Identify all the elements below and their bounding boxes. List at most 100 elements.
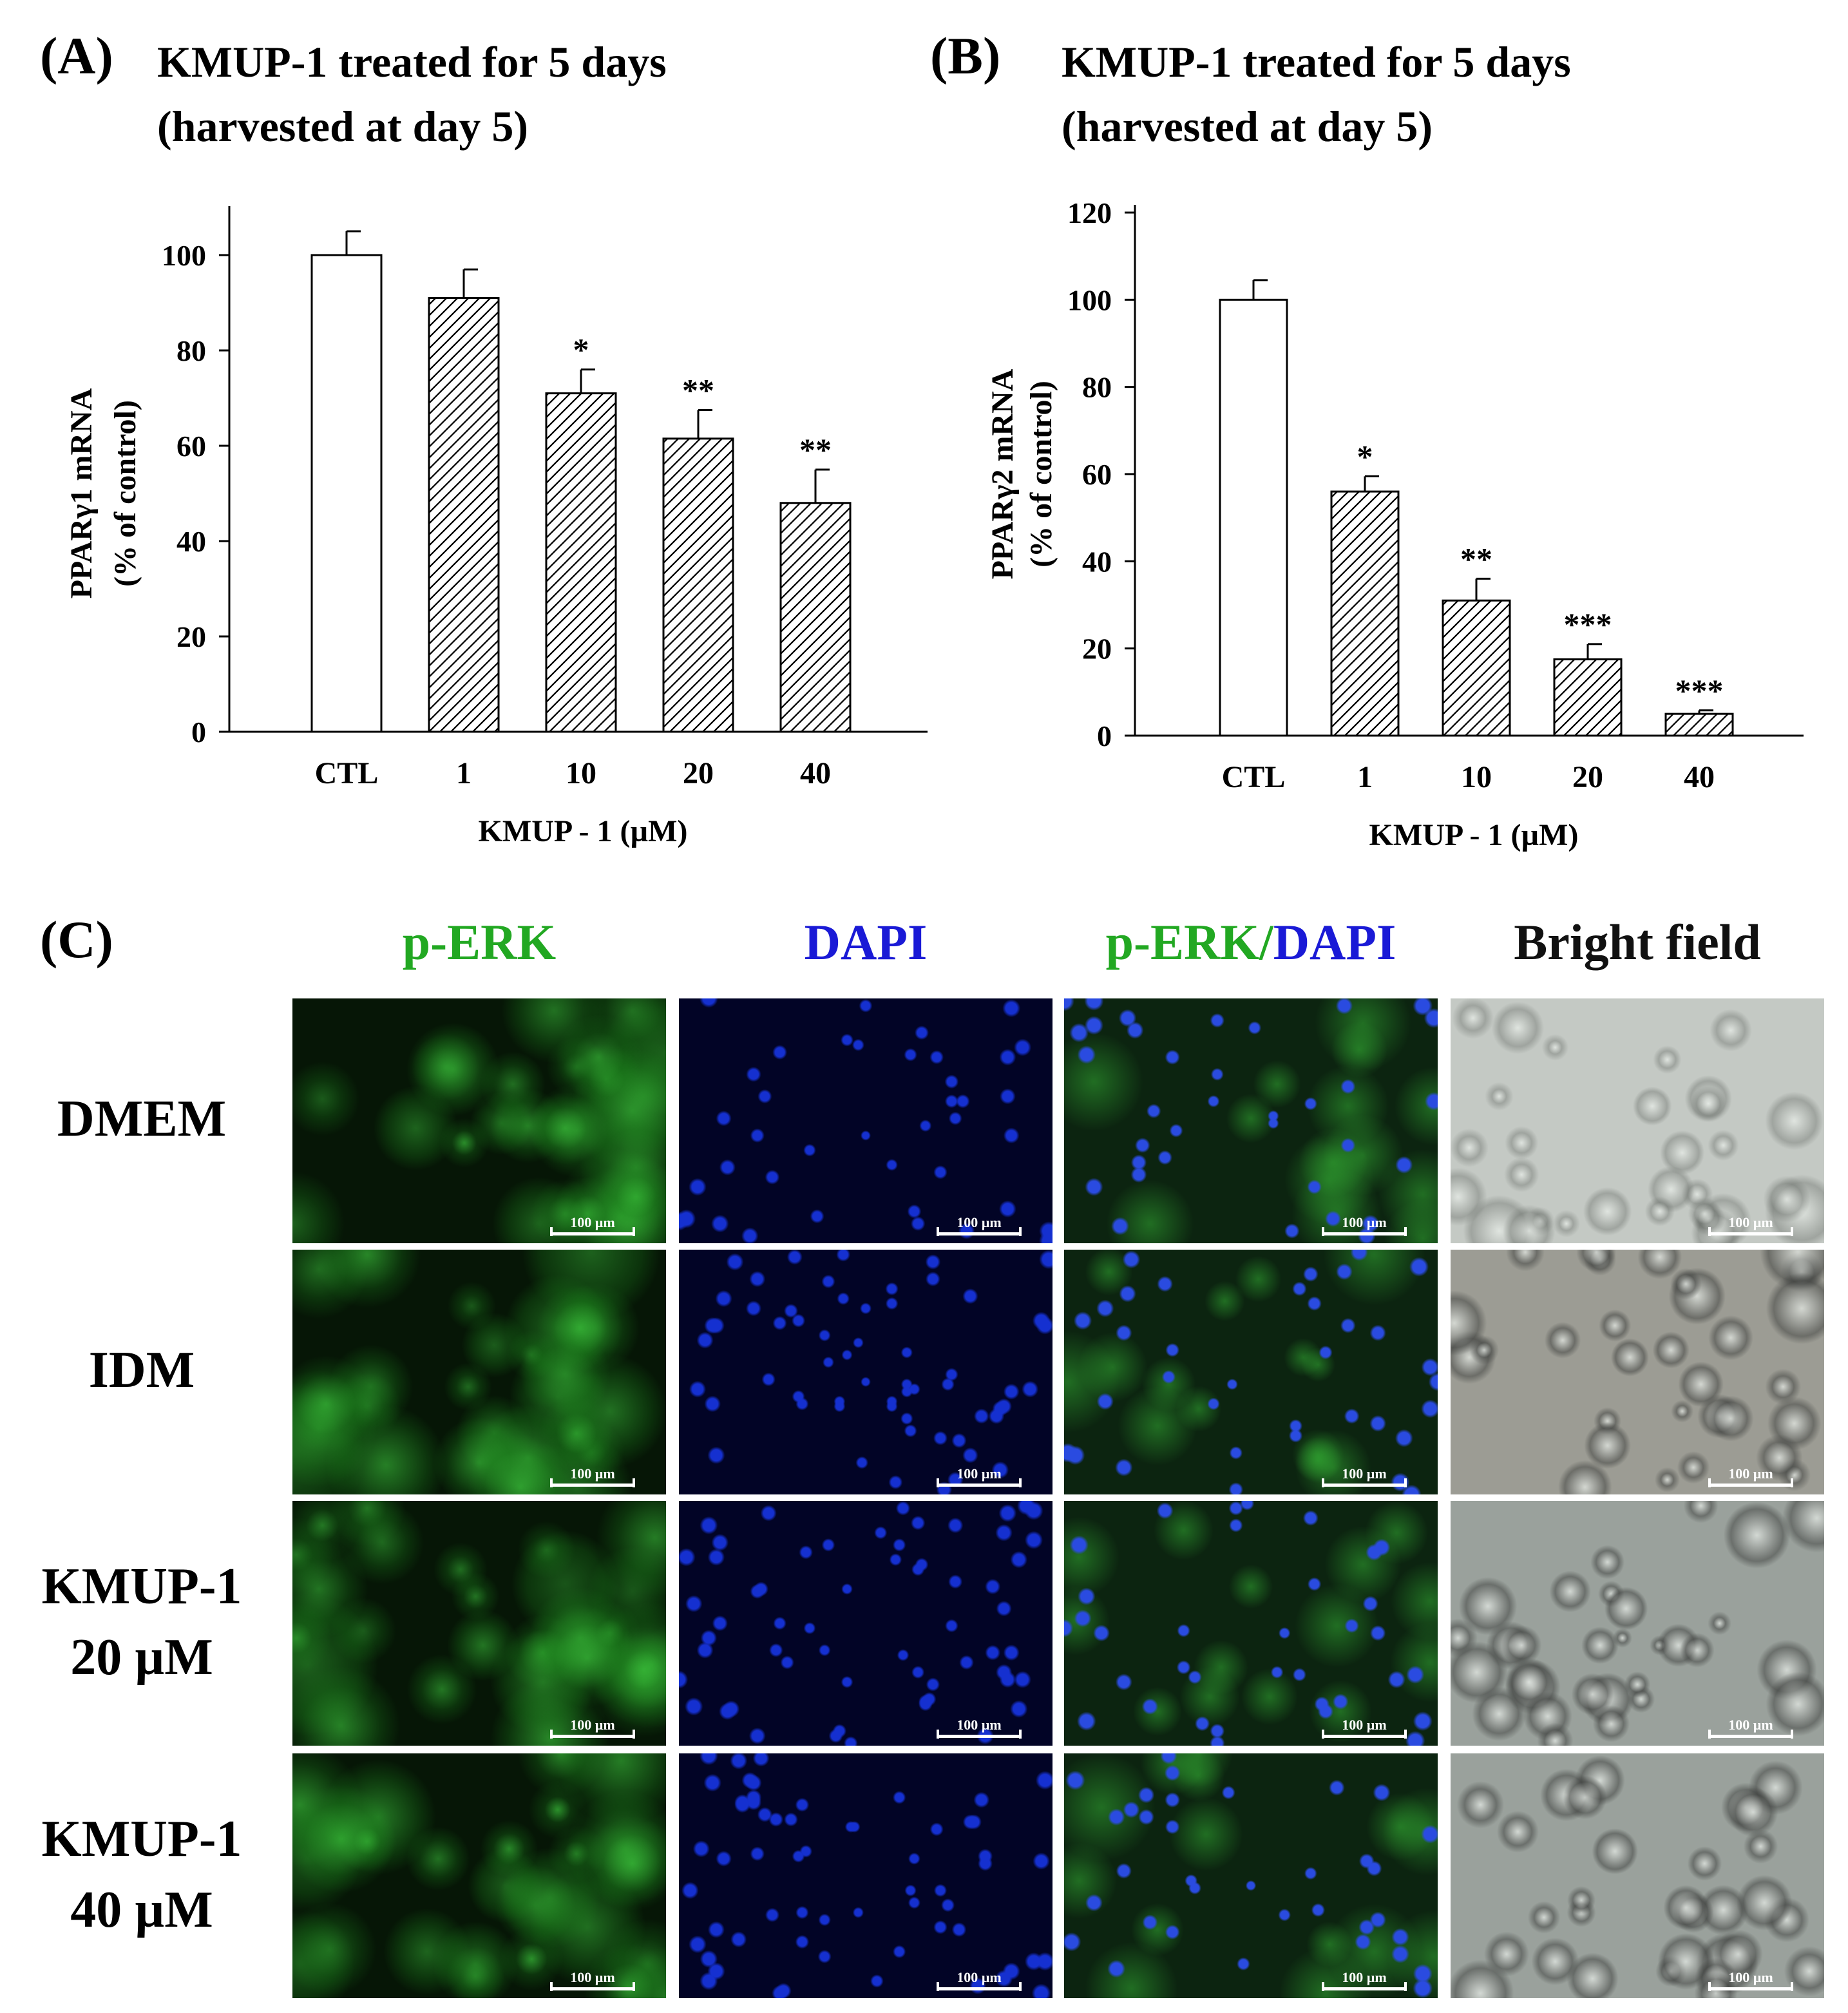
scale-bar-label: 100 µm: [570, 1969, 615, 1985]
scale-bar: 100 µm: [937, 1717, 1022, 1739]
micrograph-r3-c3: 100 µm: [1451, 1753, 1824, 1998]
scale-bar: 100 µm: [1708, 1969, 1793, 1991]
micrograph-r3-c0: 100 µm: [292, 1753, 666, 1998]
x-tick-label: CTL: [315, 756, 379, 790]
x-tick-label: 1: [456, 756, 472, 790]
y-axis-label-line2: (% of control): [1024, 381, 1058, 568]
micrograph-r1-c2: 100 µm: [1064, 1250, 1438, 1494]
column-header-2: p-ERK/DAPI: [1064, 913, 1438, 971]
significance-marker: ***: [1564, 606, 1612, 642]
plot-area: 0 20 40 60 80 100 120 CTL * 1 ** 10 *** 20 *** 40 KMUP -…: [986, 196, 1804, 852]
scale-bar-label: 100 µm: [1728, 1717, 1773, 1733]
scale-bar-line: [1322, 1982, 1407, 1991]
scale-bar-line: [1322, 1227, 1407, 1236]
row-header-1: IDM: [19, 1335, 264, 1406]
bar-CTL: [1219, 298, 1288, 737]
scale-bar-label: 100 µm: [957, 1969, 1002, 1985]
significance-marker: **: [799, 432, 832, 468]
column-header-part: p-ERK/: [1105, 914, 1273, 970]
row-header-3: KMUP-1 40 µM: [19, 1804, 264, 1945]
x-tick-label: 40: [1684, 760, 1715, 794]
column-header-0: p-ERK: [292, 913, 666, 971]
scale-bar-line: [1322, 1478, 1407, 1487]
scale-bar-line: [937, 1227, 1022, 1236]
scale-bar-label: 100 µm: [957, 1214, 1002, 1230]
y-tick-label: 0: [191, 716, 206, 749]
scale-bar-line: [1322, 1730, 1407, 1739]
scale-bar-line: [1708, 1982, 1793, 1991]
x-tick-label: 10: [566, 756, 596, 790]
significance-marker: *: [1357, 438, 1373, 474]
micrograph-r3-c1: 100 µm: [679, 1753, 1053, 1998]
panel-c-label: (C): [40, 910, 113, 969]
scale-bar: 100 µm: [1322, 1465, 1407, 1487]
y-tick-label: 20: [1082, 633, 1112, 665]
bar-chart-1: 0 20 40 60 80 100 120 CTL * 1 ** 10 *** 20 *** 40 KMUP -…: [986, 196, 1804, 852]
scale-bar: 100 µm: [1708, 1465, 1793, 1487]
scale-bar: 100 µm: [1708, 1214, 1793, 1236]
bar-10: [1442, 599, 1511, 737]
row-header-line2: 20 µM: [70, 1629, 213, 1686]
significance-marker: ***: [1675, 673, 1724, 709]
row-header-2: KMUP-1 20 µM: [19, 1551, 264, 1693]
x-tick-label: 20: [1572, 760, 1603, 794]
scale-bar: 100 µm: [1322, 1214, 1407, 1236]
y-tick-label: 40: [1082, 545, 1112, 578]
scale-bar-line: [550, 1478, 635, 1487]
y-tick-label: 80: [1082, 371, 1112, 404]
y-tick-label: 120: [1067, 196, 1112, 229]
bar-40: [779, 502, 852, 733]
micrograph-r1-c3: 100 µm: [1451, 1250, 1824, 1494]
scale-bar-line: [1708, 1730, 1793, 1739]
micrograph-r2-c2: 100 µm: [1064, 1501, 1438, 1746]
y-axis-label-line1: PPARγ2 mRNA: [986, 368, 1020, 579]
significance-marker: **: [682, 372, 714, 408]
scale-bar: 100 µm: [937, 1969, 1022, 1991]
scale-bar-label: 100 µm: [1342, 1969, 1387, 1985]
y-tick-label: 60: [1082, 458, 1112, 491]
scale-bar-line: [550, 1227, 635, 1236]
scale-bar: 100 µm: [1322, 1969, 1407, 1991]
scale-bar-label: 100 µm: [957, 1465, 1002, 1482]
bar-1: [1330, 490, 1400, 737]
panel-b-title-line2: (harvested at day 5): [1062, 102, 1433, 151]
scale-bar: 100 µm: [550, 1465, 635, 1487]
scale-bar-label: 100 µm: [1728, 1465, 1773, 1482]
scale-bar-label: 100 µm: [1728, 1214, 1773, 1230]
column-header-part: Bright field: [1514, 914, 1761, 970]
scale-bar-label: 100 µm: [1342, 1717, 1387, 1733]
y-tick-label: 80: [176, 334, 206, 367]
scale-bar-label: 100 µm: [570, 1717, 615, 1733]
bar-1: [428, 297, 500, 733]
scale-bar: 100 µm: [550, 1969, 635, 1991]
bar-20: [662, 437, 734, 733]
plot-area: 0 20 40 60 80 100 CTL 1 * 10 ** 20 ** 40 KMUP - 1 (µM)…: [64, 206, 928, 848]
scale-bar-label: 100 µm: [1728, 1969, 1773, 1985]
micrograph-r0-c2: 100 µm: [1064, 998, 1438, 1243]
row-header-line1: KMUP-1: [41, 1811, 242, 1867]
micrograph-r0-c1: 100 µm: [679, 998, 1053, 1243]
chart-b: 0 20 40 60 80 100 120 CTL * 1 ** 10 *** 20 *** 40 KMUP -…: [0, 0, 1848, 905]
row-header-line2: 40 µM: [70, 1882, 213, 1938]
micrograph-r3-c2: 100 µm: [1064, 1753, 1438, 1998]
x-axis-label: KMUP - 1 (µM): [1369, 818, 1579, 852]
row-header-0: DMEM: [19, 1083, 264, 1154]
scale-bar: 100 µm: [937, 1465, 1022, 1487]
column-header-part: p-ERK: [402, 914, 557, 970]
scale-bar-line: [937, 1730, 1022, 1739]
panel-a-title-line1: KMUP-1 treated for 5 days: [157, 37, 667, 86]
row-header-line1: IDM: [88, 1342, 195, 1398]
scale-bar-label: 100 µm: [570, 1465, 615, 1482]
x-tick-label: CTL: [1222, 760, 1286, 794]
significance-marker: *: [573, 332, 589, 368]
y-tick-label: 20: [176, 620, 206, 653]
micrograph-r2-c1: 100 µm: [679, 1501, 1053, 1746]
y-tick-label: 60: [176, 430, 206, 463]
bar-20: [1553, 658, 1623, 737]
scale-bar-label: 100 µm: [957, 1717, 1002, 1733]
y-tick-label: 100: [162, 239, 206, 272]
scale-bar-line: [1708, 1227, 1793, 1236]
x-tick-label: 1: [1357, 760, 1373, 794]
micrograph-r0-c0: 100 µm: [292, 998, 666, 1243]
panel-b-title-line1: KMUP-1 treated for 5 days: [1062, 37, 1571, 86]
